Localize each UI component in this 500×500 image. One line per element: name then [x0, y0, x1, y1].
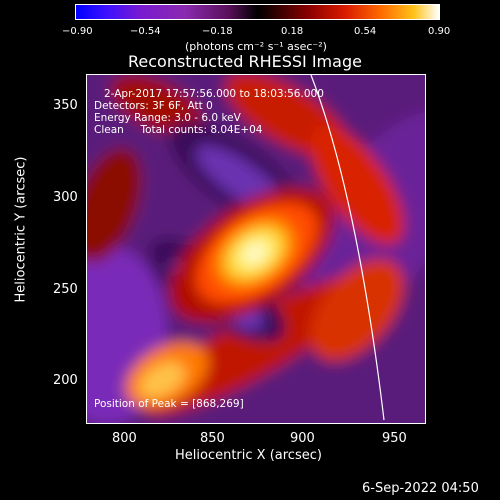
y-tick-label: 250 [53, 282, 78, 297]
image-title: Reconstructed RHESSI Image [128, 52, 362, 71]
y-axis-label: Heliocentric Y (arcsec) [13, 156, 29, 303]
colorbar-tick: −0.90 [62, 26, 93, 37]
time-range-text: 2-Apr-2017 17:57:56.000 to 18:03:56.000 [104, 88, 324, 100]
colorbar-tick: 0.90 [428, 26, 451, 37]
x-tick-label: 850 [200, 431, 225, 446]
colorbar-tick: 0.54 [354, 26, 377, 37]
heatmap-plot [86, 74, 426, 424]
colorbar-tick: 0.18 [281, 26, 304, 37]
energy-range-text: Energy Range: 3.0 - 6.0 keV [94, 112, 241, 124]
x-tick-label: 950 [382, 431, 407, 446]
clean-counts-text: Clean Total counts: 8.04E+04 [94, 124, 263, 136]
heatmap-svg [87, 75, 425, 423]
colorbar-tick: −0.18 [202, 26, 233, 37]
peak-position-text: Position of Peak = [868,269] [94, 398, 244, 410]
x-axis-label: Heliocentric X (arcsec) [175, 448, 322, 463]
detectors-text: Detectors: 3F 6F, Att 0 [94, 100, 213, 112]
y-tick-label: 200 [53, 373, 78, 388]
y-tick-label: 300 [53, 190, 78, 205]
y-tick-label: 350 [53, 98, 78, 113]
colorbar [75, 4, 440, 20]
footer-date: 6-Sep-2022 04:50 [362, 481, 479, 496]
colorbar-unit-label: (photons cm⁻² s⁻¹ asec⁻²) [185, 40, 327, 53]
colorbar-tick: −0.54 [130, 26, 161, 37]
x-tick-label: 900 [290, 431, 315, 446]
solar-limb-line [310, 75, 385, 421]
x-tick-label: 800 [112, 431, 137, 446]
